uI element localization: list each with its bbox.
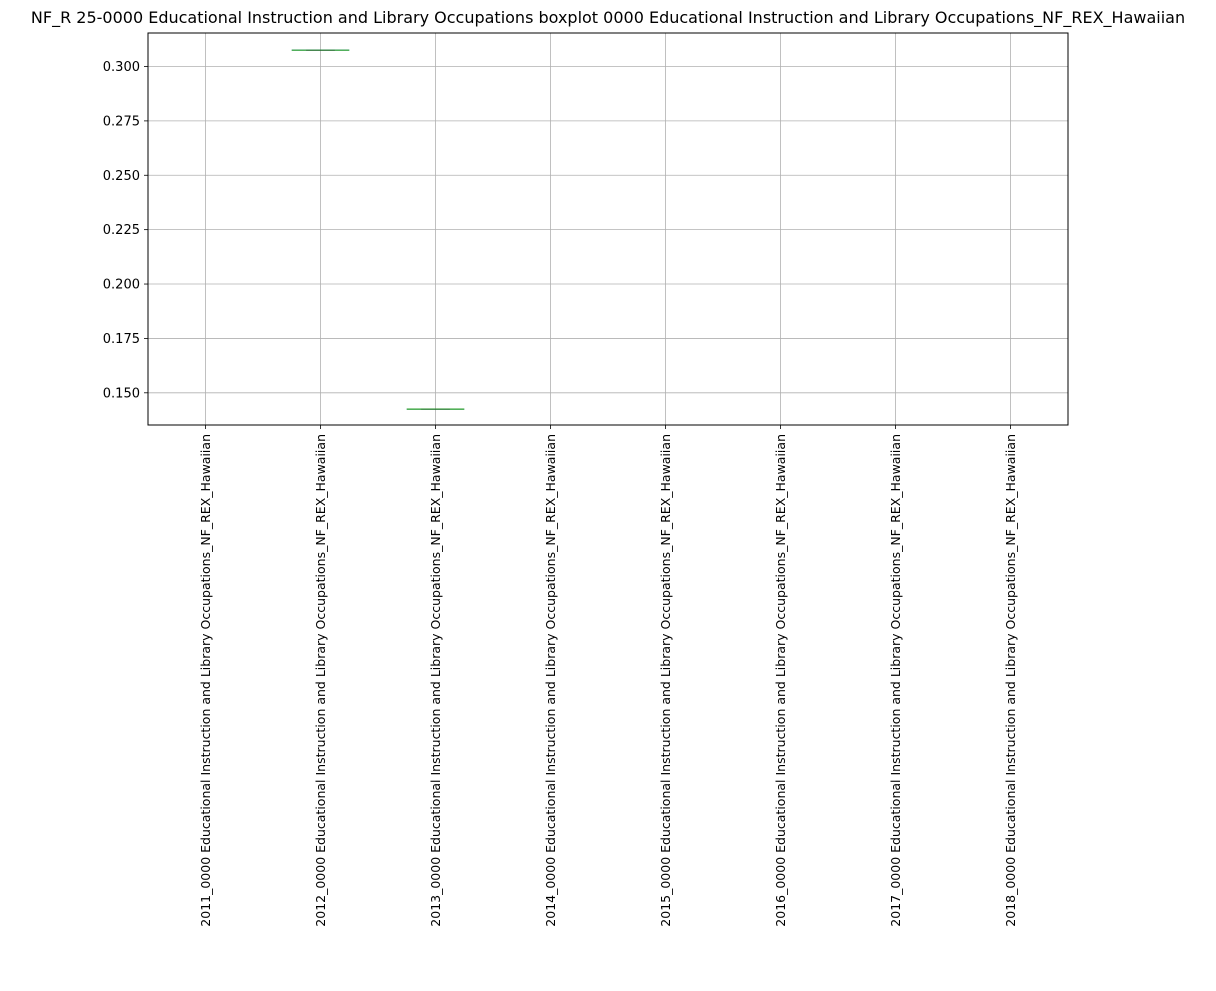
y-tick-label: 0.250 (103, 169, 140, 184)
y-tick-label: 0.275 (103, 114, 140, 129)
x-tick-label: 2014_0000 Educational Instruction and Li… (543, 434, 558, 927)
x-tick-label: 2015_0000 Educational Instruction and Li… (658, 434, 673, 927)
x-tick-label: 2011_0000 Educational Instruction and Li… (198, 434, 213, 927)
x-axis-ticks: 2011_0000 Educational Instruction and Li… (198, 425, 1018, 927)
y-axis-ticks: 0.150 0.175 0.200 0.225 0.250 0.275 0.300 (103, 60, 148, 401)
boxes (291, 49, 465, 410)
plot-area-frame (147, 32, 1069, 426)
y-tick-label: 0.225 (103, 223, 140, 238)
x-tick-label: 2013_0000 Educational Instruction and Li… (428, 434, 443, 927)
grid-lines (148, 33, 1068, 425)
x-tick-label: 2012_0000 Educational Instruction and Li… (313, 434, 328, 927)
y-tick-label: 0.300 (103, 60, 140, 75)
y-tick-label: 0.150 (103, 386, 140, 401)
x-tick-label: 2018_0000 Educational Instruction and Li… (1003, 434, 1018, 927)
y-tick-label: 0.200 (103, 278, 140, 293)
y-tick-label: 0.175 (103, 332, 140, 347)
chart-title: NF_R 25-0000 Educational Instruction and… (31, 8, 1185, 28)
x-tick-label: 2017_0000 Educational Instruction and Li… (888, 434, 903, 927)
x-tick-label: 2016_0000 Educational Instruction and Li… (773, 434, 788, 927)
